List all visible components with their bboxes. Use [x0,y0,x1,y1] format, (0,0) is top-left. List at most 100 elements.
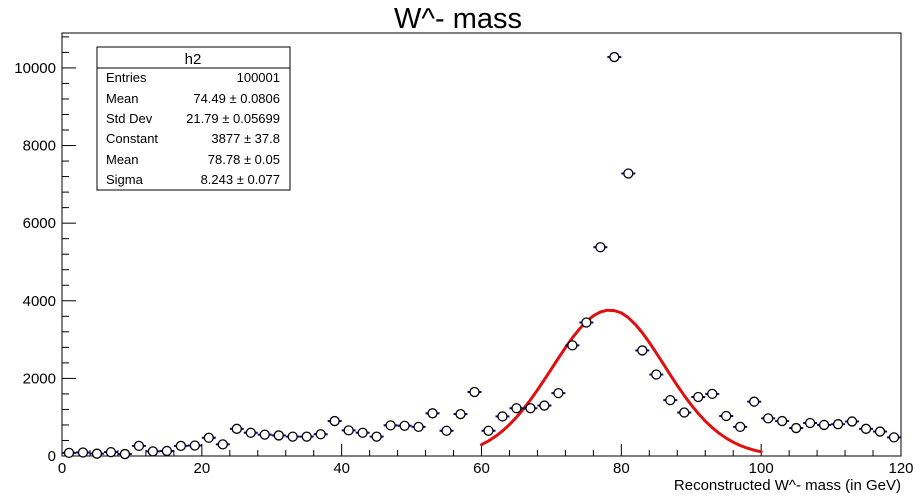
point-marker [679,407,690,418]
point-marker [511,403,522,414]
data-point [187,440,202,451]
point-marker [231,423,242,434]
point-marker [203,432,214,443]
point-marker [553,387,564,399]
data-point [649,369,664,380]
data-point [719,410,734,422]
point-marker [469,386,480,398]
data-point [355,427,370,438]
data-point [873,426,888,437]
stats-label-fit-mean: Mean [106,152,139,167]
x-tick-label: 100 [749,460,774,477]
point-marker [315,429,326,440]
data-point [803,417,818,429]
data-point [439,425,454,436]
point-marker [497,411,508,422]
gaussian-fit-curve [480,308,763,454]
stats-box-name: h2 [185,51,202,68]
point-marker [217,439,228,450]
point-marker [846,416,858,427]
data-point [425,408,440,419]
point-marker [721,410,732,422]
point-marker [413,421,424,433]
data-point [173,440,188,452]
x-tick-label: 60 [473,460,490,477]
point-marker [609,51,620,63]
x-tick-label: 20 [193,460,210,477]
point-marker [245,427,256,438]
stats-label-constant: Constant [106,131,158,146]
point-marker [818,419,830,431]
data-point [831,419,846,430]
data-point [691,391,706,403]
data-point [607,51,622,63]
data-point [383,420,398,431]
stats-box-frame [96,46,291,191]
data-point [579,317,594,328]
x-tick-label: 40 [333,460,350,477]
data-point [845,416,860,427]
data-point [495,411,510,422]
stats-box: h2 Entries 100001 Mean 74.49 ± 0.0806 St… [96,46,291,191]
data-point [481,425,496,436]
point-marker [581,317,592,328]
point-marker [525,403,536,414]
data-point [229,423,244,434]
point-marker [287,431,298,442]
point-marker [371,431,382,442]
x-tick-label: 0 [58,460,66,477]
point-marker [63,447,75,459]
point-marker [623,168,634,179]
point-marker [860,423,872,434]
stats-value-fit-mean: 78.78 ± 0.05 [208,152,280,167]
data-point [159,445,174,457]
data-point [341,425,356,436]
point-marker [259,429,270,440]
stats-value-mean: 74.49 ± 0.0806 [193,91,280,106]
data-point [705,388,720,400]
data-point [621,168,636,179]
point-marker [133,440,145,452]
y-axis: 0 2000 4000 6000 8000 10000 [14,36,76,465]
data-point [551,387,566,399]
point-marker [595,242,606,253]
x-tick-label: 80 [613,460,630,477]
point-marker [119,448,131,460]
fit-curve-layer [480,308,763,454]
point-marker [427,408,438,419]
point-marker [455,408,466,420]
point-marker [874,426,886,437]
data-point [733,421,748,433]
data-point [243,427,258,438]
point-marker [273,430,284,441]
data-point [117,448,132,460]
data-point [663,394,678,406]
y-tick-label: 6000 [23,215,56,232]
data-point [397,420,412,431]
data-point [299,431,314,442]
y-tick-label: 8000 [23,138,56,155]
data-point [565,340,580,351]
point-marker [749,396,760,407]
point-marker [91,448,103,459]
data-point [523,403,538,414]
point-marker [441,425,452,436]
data-point [201,432,216,443]
data-point [509,403,524,414]
data-point [635,345,650,356]
point-marker [763,413,774,424]
data-point [859,423,874,434]
data-point [789,422,804,434]
data-point [89,448,104,459]
data-point [271,430,286,441]
point-marker [343,425,354,436]
data-point [775,415,790,427]
data-point [327,415,342,427]
point-marker [693,391,704,403]
data-point [453,408,468,420]
point-marker [357,427,368,438]
data-point [257,429,272,440]
point-marker [790,422,802,434]
point-marker [651,369,662,380]
